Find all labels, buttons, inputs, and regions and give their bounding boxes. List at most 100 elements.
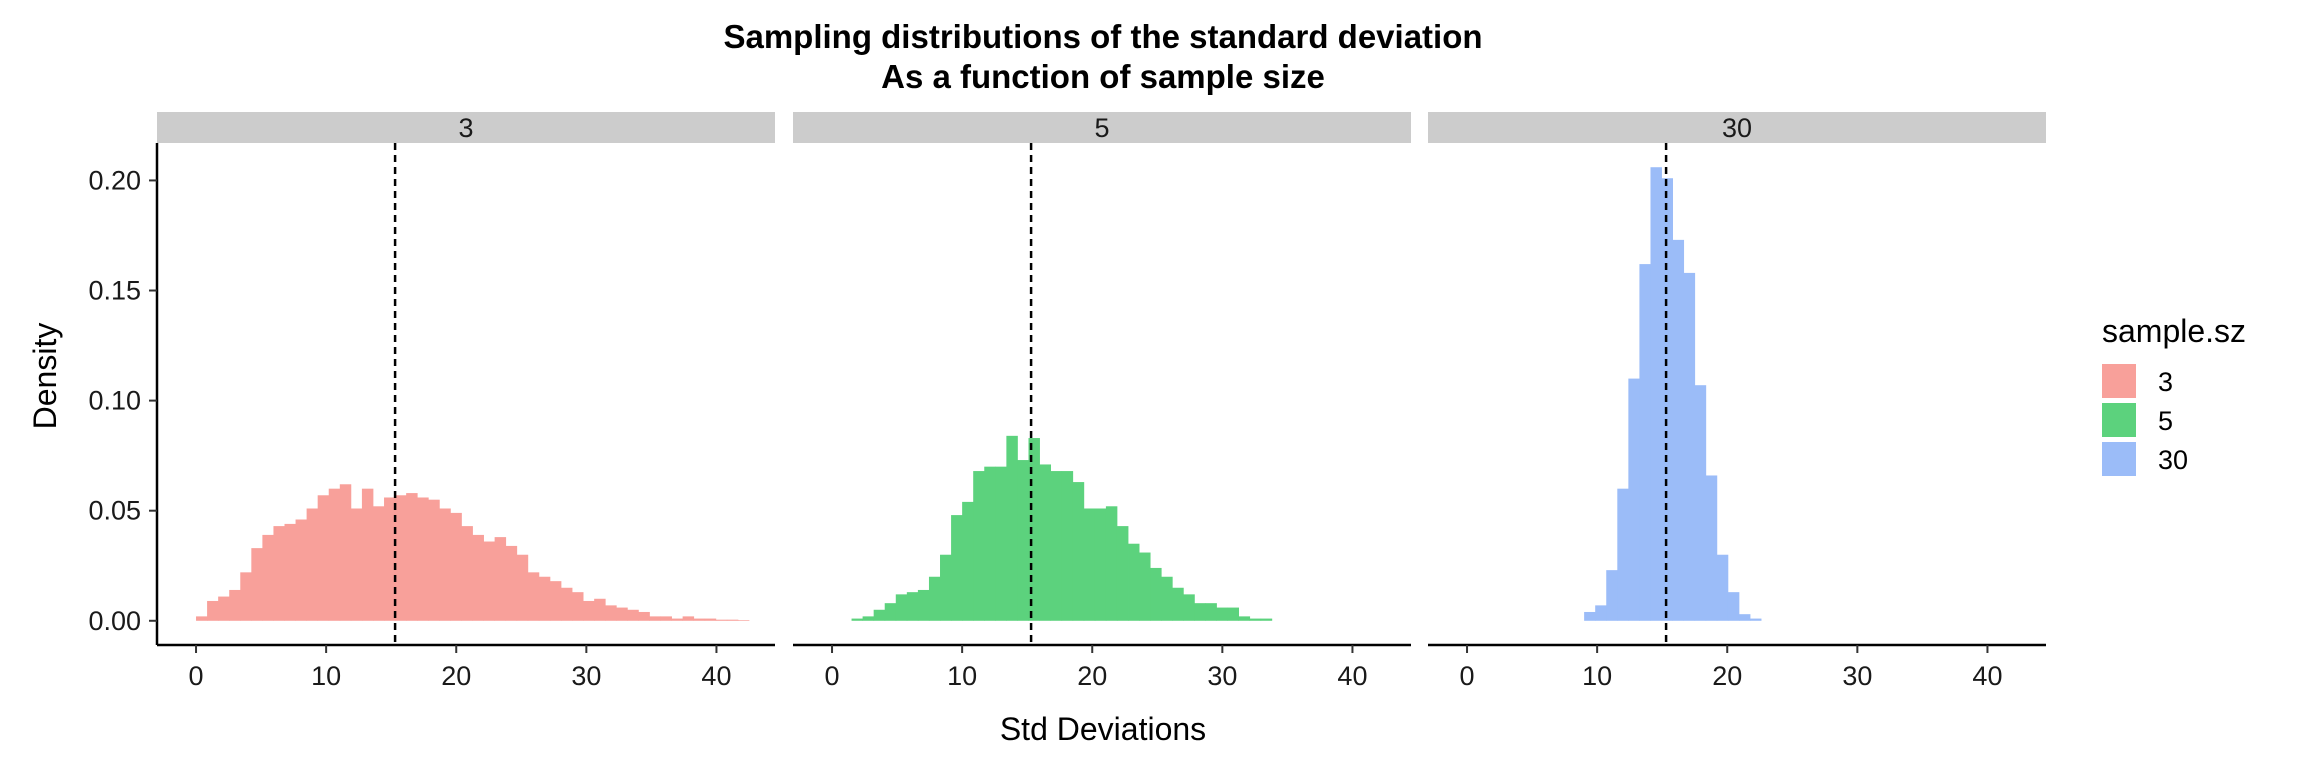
x-tick-label: 20 bbox=[1712, 661, 1742, 691]
histogram-bar bbox=[273, 526, 285, 621]
histogram-bar bbox=[1205, 603, 1217, 621]
facet-strip-label: 30 bbox=[1722, 113, 1752, 143]
histogram-bar bbox=[1172, 587, 1184, 621]
histogram-bar bbox=[1227, 607, 1240, 621]
histogram-bar bbox=[1705, 475, 1718, 621]
facet-panel-30: 30 0 10 20 30 40 bbox=[1428, 112, 2046, 691]
histogram-bar bbox=[527, 572, 540, 621]
x-tick-label: 30 bbox=[571, 661, 601, 691]
histogram-bar bbox=[1595, 605, 1607, 621]
histogram-bar bbox=[1194, 603, 1206, 621]
histogram-bar bbox=[1094, 508, 1107, 621]
histogram-bar bbox=[472, 534, 484, 621]
histogram-bar bbox=[928, 576, 941, 621]
histogram-bar bbox=[406, 493, 418, 621]
histogram-bar bbox=[428, 499, 440, 621]
histogram-bar bbox=[207, 600, 219, 621]
histogram-bar bbox=[372, 506, 385, 621]
histogram-bar bbox=[350, 508, 363, 621]
facet-strip bbox=[1428, 112, 2046, 143]
histogram-bar bbox=[616, 607, 628, 621]
histogram-bar bbox=[917, 589, 930, 621]
histogram-bar bbox=[572, 592, 584, 621]
x-tick-label: 0 bbox=[189, 661, 204, 691]
x-tick-label: 10 bbox=[1582, 661, 1612, 691]
y-axis: 0.00 0.05 0.10 0.15 0.20 bbox=[88, 143, 159, 645]
histogram-bar bbox=[1683, 272, 1696, 621]
x-tick-label: 10 bbox=[311, 661, 341, 691]
x-tick-label: 40 bbox=[1337, 661, 1367, 691]
histogram-bar bbox=[328, 488, 341, 621]
histogram-bar bbox=[682, 616, 695, 621]
chart-title: Sampling distributions of the standard d… bbox=[723, 18, 1482, 55]
histogram-bar bbox=[1072, 482, 1085, 621]
facet-strip bbox=[157, 112, 775, 143]
histogram-bar bbox=[1028, 438, 1040, 621]
x-tick-label: 20 bbox=[441, 661, 471, 691]
histogram-bar bbox=[884, 603, 897, 621]
histogram-bar bbox=[284, 523, 296, 621]
histogram-bar bbox=[1694, 385, 1707, 621]
histogram-bar bbox=[439, 508, 451, 621]
histogram-bar bbox=[1260, 618, 1273, 621]
histogram-bar bbox=[1050, 471, 1063, 621]
x-axis-title: Std Deviations bbox=[1000, 711, 1206, 747]
x-tick-label: 0 bbox=[825, 661, 840, 691]
y-tick-label: 0.00 bbox=[88, 606, 141, 636]
histogram-bar bbox=[737, 620, 750, 621]
y-tick-label: 0.05 bbox=[88, 496, 141, 526]
histogram-bar bbox=[638, 611, 650, 621]
histogram-bar bbox=[262, 534, 274, 621]
histogram-bar bbox=[461, 526, 473, 621]
histogram-bar bbox=[1083, 508, 1096, 621]
histogram-bar bbox=[1116, 526, 1129, 621]
histogram-bar bbox=[450, 512, 462, 621]
histogram-bar bbox=[218, 596, 230, 621]
legend: sample.sz 3 5 30 bbox=[2102, 313, 2246, 476]
histogram-bar bbox=[649, 616, 661, 621]
legend-title: sample.sz bbox=[2102, 313, 2246, 349]
legend-label-3: 3 bbox=[2158, 367, 2173, 397]
x-tick-label: 0 bbox=[1460, 661, 1475, 691]
histogram-bar bbox=[1061, 471, 1074, 621]
histogram-bar bbox=[494, 537, 507, 621]
histogram-bar bbox=[895, 594, 908, 621]
histogram-bar bbox=[395, 495, 407, 621]
y-axis-title: Density bbox=[27, 323, 63, 430]
histogram-bar bbox=[951, 515, 963, 621]
histogram-bar bbox=[1006, 435, 1018, 621]
legend-label-30: 30 bbox=[2158, 445, 2188, 475]
y-tick-label: 0.15 bbox=[88, 276, 141, 306]
histogram-bar bbox=[1727, 592, 1740, 621]
legend-key-30 bbox=[2102, 442, 2136, 476]
histogram-bar bbox=[693, 618, 706, 621]
histogram-bar bbox=[196, 616, 208, 621]
facet-strip-label: 5 bbox=[1094, 113, 1109, 143]
histogram-bar bbox=[483, 541, 496, 621]
y-tick-label: 0.10 bbox=[88, 386, 141, 416]
histogram-bar bbox=[704, 618, 717, 621]
histogram-bar bbox=[1238, 616, 1251, 621]
histogram-bar bbox=[862, 616, 875, 621]
histogram-bar bbox=[1017, 460, 1029, 621]
histogram-bar bbox=[1672, 239, 1685, 621]
legend-key-5 bbox=[2102, 403, 2136, 437]
histogram-bar bbox=[229, 589, 241, 621]
histogram-bar bbox=[1161, 576, 1173, 621]
histogram-bar bbox=[583, 600, 595, 621]
histogram-bar bbox=[417, 497, 429, 621]
histogram-bar bbox=[1617, 488, 1629, 621]
histogram-bar bbox=[627, 609, 639, 621]
histogram-bar bbox=[339, 484, 352, 621]
histogram-bar bbox=[317, 495, 330, 621]
x-tick-label: 40 bbox=[701, 661, 731, 691]
histogram-bar bbox=[726, 619, 739, 621]
histogram-bar bbox=[1750, 618, 1762, 621]
x-tick-label: 30 bbox=[1207, 661, 1237, 691]
histogram-bar bbox=[1650, 167, 1662, 621]
histogram-bar bbox=[605, 605, 617, 621]
histogram-bar bbox=[1584, 611, 1596, 621]
legend-key-3 bbox=[2102, 364, 2136, 398]
y-tick-label: 0.20 bbox=[88, 165, 141, 195]
